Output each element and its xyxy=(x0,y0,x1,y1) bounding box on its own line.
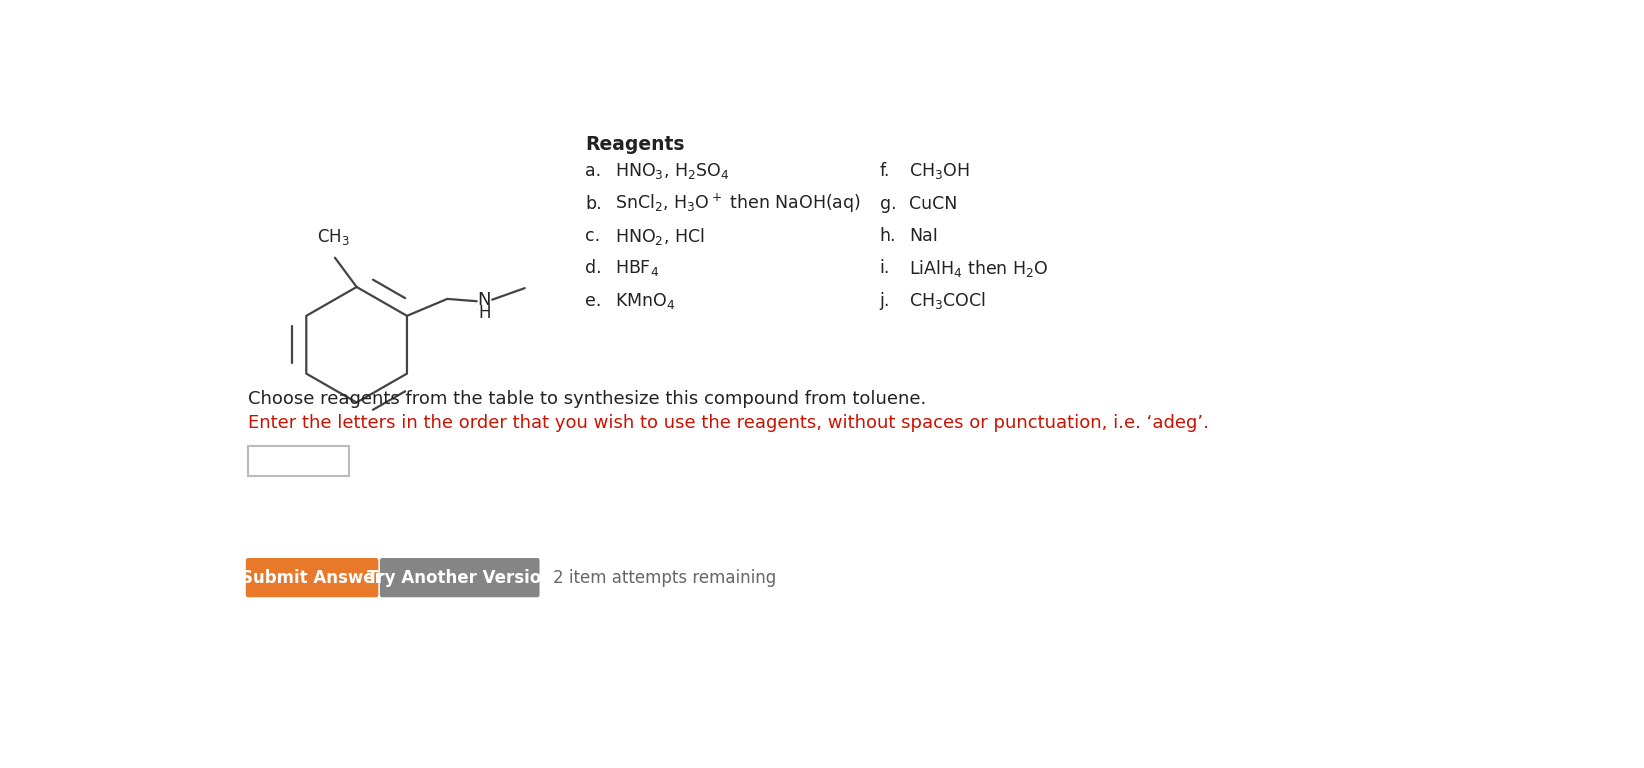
Text: Enter the letters in the order that you wish to use the reagents, without spaces: Enter the letters in the order that you … xyxy=(248,414,1208,432)
FancyBboxPatch shape xyxy=(248,446,349,475)
Text: i.: i. xyxy=(880,260,889,277)
Text: SnCl$_2$, H$_3$O$^+$ then NaOH(aq): SnCl$_2$, H$_3$O$^+$ then NaOH(aq) xyxy=(615,192,860,216)
Text: j.: j. xyxy=(880,292,889,310)
Text: CuCN: CuCN xyxy=(909,195,957,213)
Text: CH$_3$OH: CH$_3$OH xyxy=(909,161,970,181)
Text: N: N xyxy=(478,290,492,309)
Text: CH$_3$: CH$_3$ xyxy=(317,227,350,247)
Text: Reagents: Reagents xyxy=(585,135,686,154)
Text: d.: d. xyxy=(585,260,602,277)
Text: f.: f. xyxy=(880,163,889,180)
Text: LiAlH$_4$ then H$_2$O: LiAlH$_4$ then H$_2$O xyxy=(909,258,1049,279)
Text: g.: g. xyxy=(880,195,896,213)
Text: h.: h. xyxy=(880,227,896,245)
FancyBboxPatch shape xyxy=(380,558,539,598)
Text: Submit Answer: Submit Answer xyxy=(242,568,383,587)
Text: H: H xyxy=(478,304,490,322)
Text: NaI: NaI xyxy=(909,227,939,245)
Text: HNO$_3$, H$_2$SO$_4$: HNO$_3$, H$_2$SO$_4$ xyxy=(615,161,730,181)
Text: KMnO$_4$: KMnO$_4$ xyxy=(615,291,676,311)
Text: Try Another Version: Try Another Version xyxy=(367,568,552,587)
Text: HBF$_4$: HBF$_4$ xyxy=(615,259,659,279)
Text: Choose reagents from the table to synthesize this compound from toluene.: Choose reagents from the table to synthe… xyxy=(248,389,926,408)
Text: a.: a. xyxy=(585,163,602,180)
FancyBboxPatch shape xyxy=(247,558,378,598)
Text: b.: b. xyxy=(585,195,602,213)
Text: c.: c. xyxy=(585,227,600,245)
Text: CH$_3$COCl: CH$_3$COCl xyxy=(909,290,986,311)
Text: 2 item attempts remaining: 2 item attempts remaining xyxy=(552,568,776,587)
Text: HNO$_2$, HCl: HNO$_2$, HCl xyxy=(615,226,704,247)
Text: e.: e. xyxy=(585,292,602,310)
